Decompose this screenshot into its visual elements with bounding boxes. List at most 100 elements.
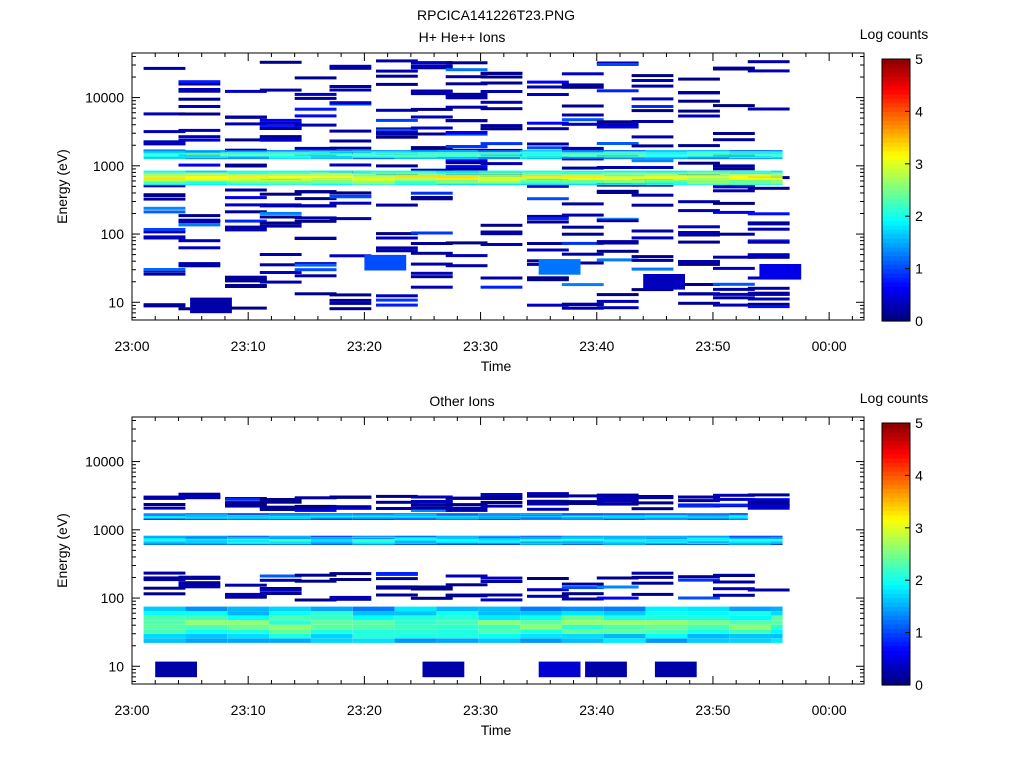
colorbar-step: [882, 597, 910, 603]
heatmap-cell: [527, 494, 569, 498]
heatmap-cell: [394, 151, 437, 153]
heatmap-cell: [436, 156, 479, 158]
heatmap-cell: [520, 633, 562, 639]
heatmap-cell: [310, 519, 353, 520]
colorbar-step: [882, 436, 910, 442]
heatmap-cell: [352, 152, 395, 154]
heatmap-cell: [645, 514, 688, 516]
heatmap-cell: [585, 661, 627, 678]
heatmap-cell: [178, 88, 221, 91]
heatmap-cell: [603, 542, 646, 544]
heatmap-cell: [771, 151, 783, 153]
heatmap-cell: [747, 222, 790, 226]
heatmap-cell: [269, 153, 311, 155]
colorbar-step: [882, 137, 910, 143]
x-tick-label: 23:30: [463, 338, 498, 354]
heatmap-cell: [480, 162, 523, 166]
heatmap-cell: [527, 588, 569, 592]
heatmap-cell: [645, 177, 688, 180]
heatmap-cell: [520, 540, 562, 542]
heatmap-cell: [480, 232, 523, 236]
heatmap-cell: [445, 96, 488, 100]
x-tick-label: 23:00: [114, 338, 149, 354]
heatmap-cell: [645, 538, 688, 540]
colorbar-step: [882, 449, 910, 455]
heatmap-cell: [561, 592, 604, 596]
heatmap-cell: [561, 515, 604, 517]
heatmap-cell: [654, 661, 697, 678]
y-tick-label: 100: [101, 590, 125, 606]
colorbar-step: [882, 246, 910, 252]
colorbar-step: [882, 277, 910, 283]
heatmap-cell: [445, 594, 488, 598]
heatmap-cell: [645, 615, 688, 621]
heatmap-cell: [436, 153, 479, 155]
heatmap-cell: [185, 629, 228, 634]
heatmap-cell: [445, 496, 488, 500]
heatmap-cell: [352, 174, 395, 177]
heatmap-cell: [687, 539, 730, 541]
x-tick-label: 23:50: [695, 338, 730, 354]
heatmap-cell: [436, 638, 479, 643]
colorbar-step: [882, 471, 910, 476]
heatmap-cell: [645, 516, 688, 518]
heatmap-cell: [310, 540, 353, 542]
heatmap-cell: [603, 519, 646, 520]
heatmap-cell: [561, 176, 604, 178]
heatmap-cell: [520, 615, 562, 621]
heatmap-cell: [269, 633, 311, 639]
heatmap-cell: [603, 514, 646, 516]
heatmap-cell: [185, 540, 228, 542]
colorbar-step: [882, 172, 910, 178]
heatmap-cell: [227, 611, 270, 616]
heatmap-cell: [436, 620, 479, 625]
heatmap-cell: [561, 72, 604, 76]
heatmap-cell: [310, 150, 353, 152]
heatmap-cell: [178, 246, 221, 250]
heatmap-cell: [771, 615, 783, 621]
heatmap-cell: [394, 629, 437, 634]
heatmap-cell: [225, 225, 267, 229]
heatmap-cell: [561, 146, 604, 150]
heatmap-cell: [478, 151, 520, 153]
colorbar-step: [882, 505, 910, 511]
heatmap-cell: [520, 629, 562, 634]
heatmap-cell: [143, 535, 186, 537]
heatmap-cell: [478, 629, 520, 634]
heatmap-cell: [729, 633, 771, 639]
heatmap-cell: [771, 540, 783, 542]
heatmap-cell: [225, 284, 267, 287]
heatmap-cell: [329, 88, 372, 92]
heatmap-cell: [603, 181, 646, 184]
heatmap-cell: [603, 177, 646, 180]
heatmap-cell: [259, 124, 302, 128]
colorbar-step: [882, 558, 910, 564]
x-tick-label: 23:20: [347, 338, 382, 354]
chart-title: Other Ions: [429, 393, 494, 409]
heatmap-cell: [645, 156, 688, 158]
heatmap-cell: [520, 541, 562, 543]
heatmap-cell: [713, 132, 755, 135]
heatmap-cell: [520, 515, 562, 517]
heatmap-cell: [352, 176, 395, 178]
heatmap-cell: [645, 539, 688, 541]
heatmap-cell: [687, 518, 730, 520]
heatmap-cell: [190, 297, 232, 314]
heatmap-cell: [329, 298, 372, 302]
heatmap-cell: [729, 541, 771, 543]
heatmap-cell: [185, 538, 228, 540]
heatmap-cell: [410, 115, 453, 119]
colorbar-step: [882, 76, 910, 82]
heatmap-cell: [480, 142, 523, 146]
heatmap-cell: [259, 588, 302, 592]
heatmap-cell: [480, 493, 523, 496]
heatmap-cell: [436, 518, 479, 520]
heatmap-cell: [394, 633, 437, 639]
heatmap-cell: [376, 246, 418, 250]
heatmap-cell: [561, 183, 604, 186]
heatmap-cell: [478, 638, 520, 643]
heatmap-cell: [310, 515, 353, 517]
heatmap-cell: [310, 156, 353, 158]
chart-title: H+ He++ Ions: [419, 29, 506, 45]
heatmap-cell: [394, 155, 437, 157]
